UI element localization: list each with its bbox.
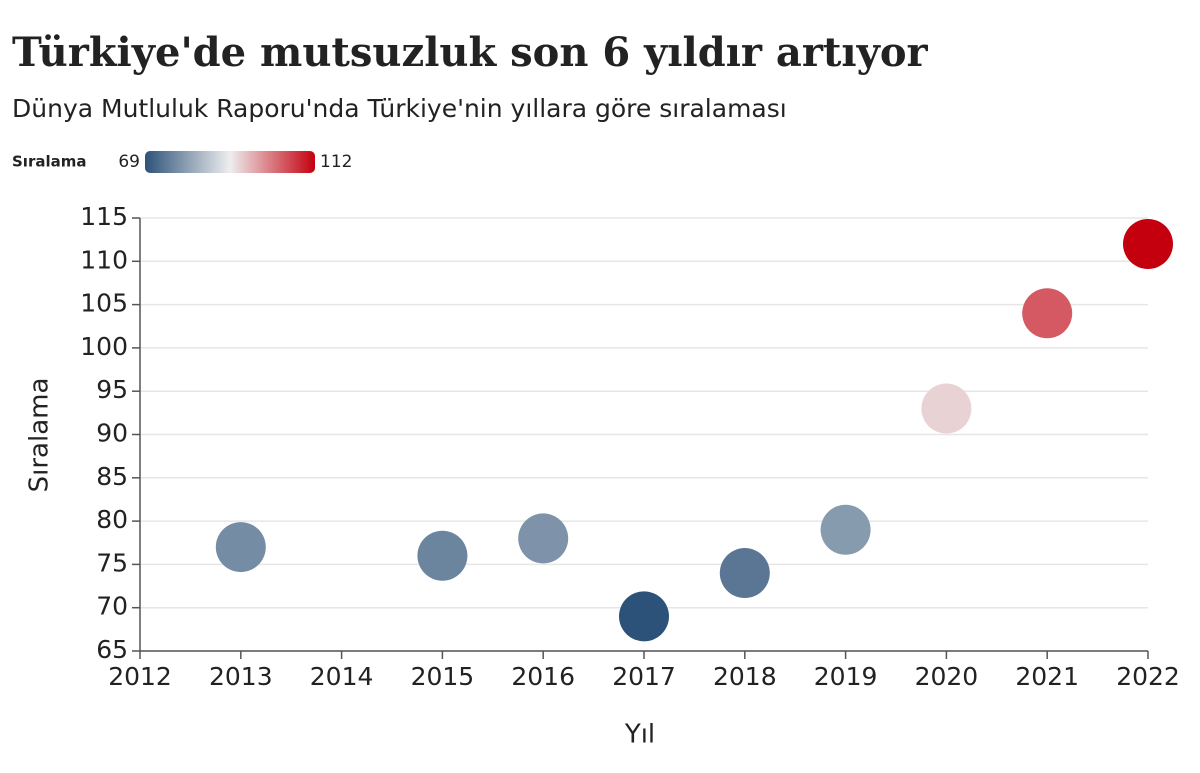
y-tick-label: 115 [80, 202, 128, 231]
x-tick-label: 2014 [310, 662, 374, 691]
x-tick-label: 2019 [814, 662, 878, 691]
legend-max: 112 [320, 152, 352, 172]
y-tick-label: 95 [96, 375, 128, 404]
y-tick-label: 90 [96, 419, 128, 448]
y-tick-label: 75 [96, 548, 128, 577]
y-tick-label: 80 [96, 505, 128, 534]
point [820, 504, 871, 555]
point [619, 591, 669, 642]
x-tick-label: 2017 [612, 662, 676, 691]
y-tick-label: 85 [96, 462, 128, 491]
point [1123, 218, 1173, 269]
x-tick-label: 2021 [1015, 662, 1079, 691]
point [719, 548, 770, 599]
y-tick-label: 110 [80, 245, 128, 274]
y-axis-label: Sıralama [25, 378, 55, 493]
x-tick-label: 2016 [511, 662, 575, 691]
x-tick-label: 2018 [713, 662, 777, 691]
x-tick-label: 2020 [915, 662, 979, 691]
legend-title: Sıralama [12, 153, 86, 171]
x-tick-label: 2022 [1116, 662, 1180, 691]
legend-gradient [145, 151, 315, 173]
y-tick-label: 70 [96, 592, 128, 621]
chart-subtitle: Dünya Mutluluk Raporu'nda Türkiye'nin yı… [12, 94, 787, 123]
point [215, 522, 266, 573]
x-axis-label: Yıl [624, 720, 655, 750]
x-tick-label: 2013 [209, 662, 273, 691]
y-tick-label: 105 [80, 289, 128, 318]
chart-title: Türkiye'de mutsuzluk son 6 yıldır artıyo… [12, 29, 928, 76]
y-tick-label: 65 [96, 635, 128, 664]
y-tick-label: 100 [80, 332, 128, 361]
x-tick-label: 2012 [108, 662, 172, 691]
x-tick-label: 2015 [411, 662, 475, 691]
point [417, 530, 468, 581]
point [921, 383, 972, 434]
point [518, 513, 569, 564]
legend-min: 69 [118, 152, 140, 172]
point [1022, 288, 1073, 339]
